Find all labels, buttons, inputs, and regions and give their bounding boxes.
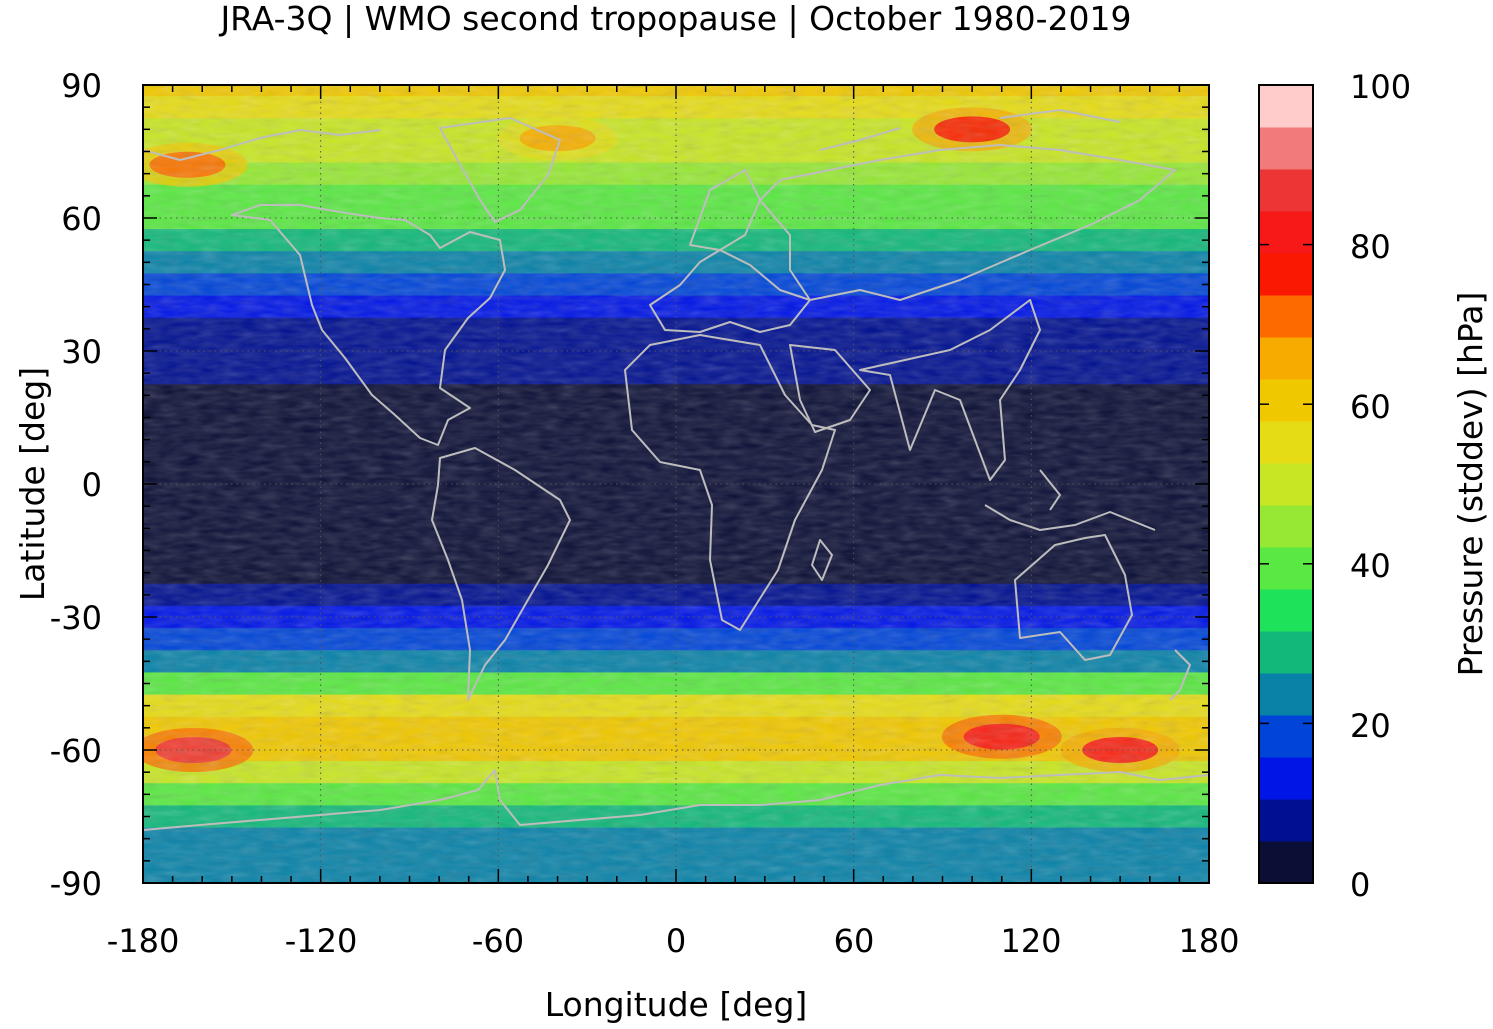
coastline-arabia (789, 344, 871, 433)
colorbar-tick-label: 100 (1350, 68, 1411, 106)
colorbar-swatch (1259, 379, 1313, 422)
y-tick-label: -60 (50, 732, 102, 770)
y-tick-label: -30 (50, 599, 102, 637)
axis-ticks (142, 84, 1210, 884)
y-tick-label: 90 (61, 67, 102, 105)
map-plot-area (143, 85, 1209, 883)
colorbar-swatch (1259, 589, 1313, 632)
x-tick-label: -60 (472, 922, 524, 960)
colorbar-swatch (1259, 757, 1313, 800)
coastline-arctic (143, 109, 1121, 161)
colorbar-swatch (1259, 337, 1313, 380)
colorbar-swatch (1259, 715, 1313, 758)
coastline-africa (624, 334, 836, 631)
y-tick-label: -90 (50, 865, 102, 903)
coastline-madagascar (811, 539, 833, 581)
x-tick-label: 60 (834, 922, 875, 960)
coastlines (143, 109, 1209, 831)
colorbar-swatch (1259, 631, 1313, 674)
x-tick-label: -120 (285, 922, 358, 960)
coastline-south-america (431, 447, 571, 701)
colorbar-tick-label: 80 (1350, 228, 1391, 266)
coastline-asia (759, 144, 1176, 301)
colorbar-swatch (1259, 127, 1313, 170)
colorbar-swatch (1259, 463, 1313, 506)
colorbar-swatch (1259, 421, 1313, 464)
colorbar-swatch (1259, 211, 1313, 254)
x-tick-label: 180 (1178, 922, 1239, 960)
coastline-greenland (439, 117, 561, 223)
colorbar-label: Pressure (stddev) [hPa] (1451, 292, 1490, 677)
colorbar-swatch (1259, 169, 1313, 212)
colorbar-swatches (1259, 85, 1313, 884)
y-tick-label: 0 (82, 466, 102, 504)
y-tick-label: 30 (61, 333, 102, 371)
colorbar-swatch (1259, 799, 1313, 842)
x-tick-label: 120 (1000, 922, 1061, 960)
colorbar-swatch (1259, 547, 1313, 590)
x-axis-label: Longitude [deg] (545, 985, 808, 1024)
coastline-indonesia (984, 469, 1156, 531)
colorbar-tick-label: 40 (1350, 547, 1391, 585)
colorbar-ticks (1259, 84, 1313, 884)
colorbar-tick-label: 60 (1350, 388, 1391, 426)
coastline-india-seasia (859, 299, 1041, 481)
colorbar-swatch (1259, 85, 1313, 128)
colorbar-swatch (1259, 673, 1313, 716)
x-tick-label: 0 (666, 922, 686, 960)
coastline-new-zealand (1169, 649, 1191, 701)
colorbar-tick-label: 20 (1350, 707, 1391, 745)
coastline-north-america (231, 204, 506, 446)
x-tick-labels: -180 -120 -60 0 60 120 180 (107, 922, 1240, 960)
grid-lines (143, 85, 1209, 883)
colorbar-swatch (1259, 295, 1313, 338)
colorbar-swatch (1259, 505, 1313, 548)
coastline-antarctica (143, 769, 1209, 831)
colorbar-swatch (1259, 253, 1313, 296)
coastline-australia (1014, 534, 1133, 661)
colorbar-tick-labels: 0 20 40 60 80 100 (1350, 68, 1411, 904)
colorbar-tick-label: 0 (1350, 866, 1370, 904)
figure-title: JRA-3Q | WMO second tropopause | October… (218, 0, 1131, 38)
colorbar: 0 20 40 60 80 100 Pressure (stddev) [hPa… (1258, 68, 1490, 904)
y-tick-labels: 90 60 30 0 -30 -60 -90 (50, 67, 102, 903)
y-axis-label: Latitude [deg] (13, 367, 52, 601)
y-tick-label: 60 (61, 200, 102, 238)
colorbar-swatch (1259, 841, 1313, 884)
colorbar-frame (1258, 84, 1314, 884)
x-tick-label: -180 (107, 922, 180, 960)
